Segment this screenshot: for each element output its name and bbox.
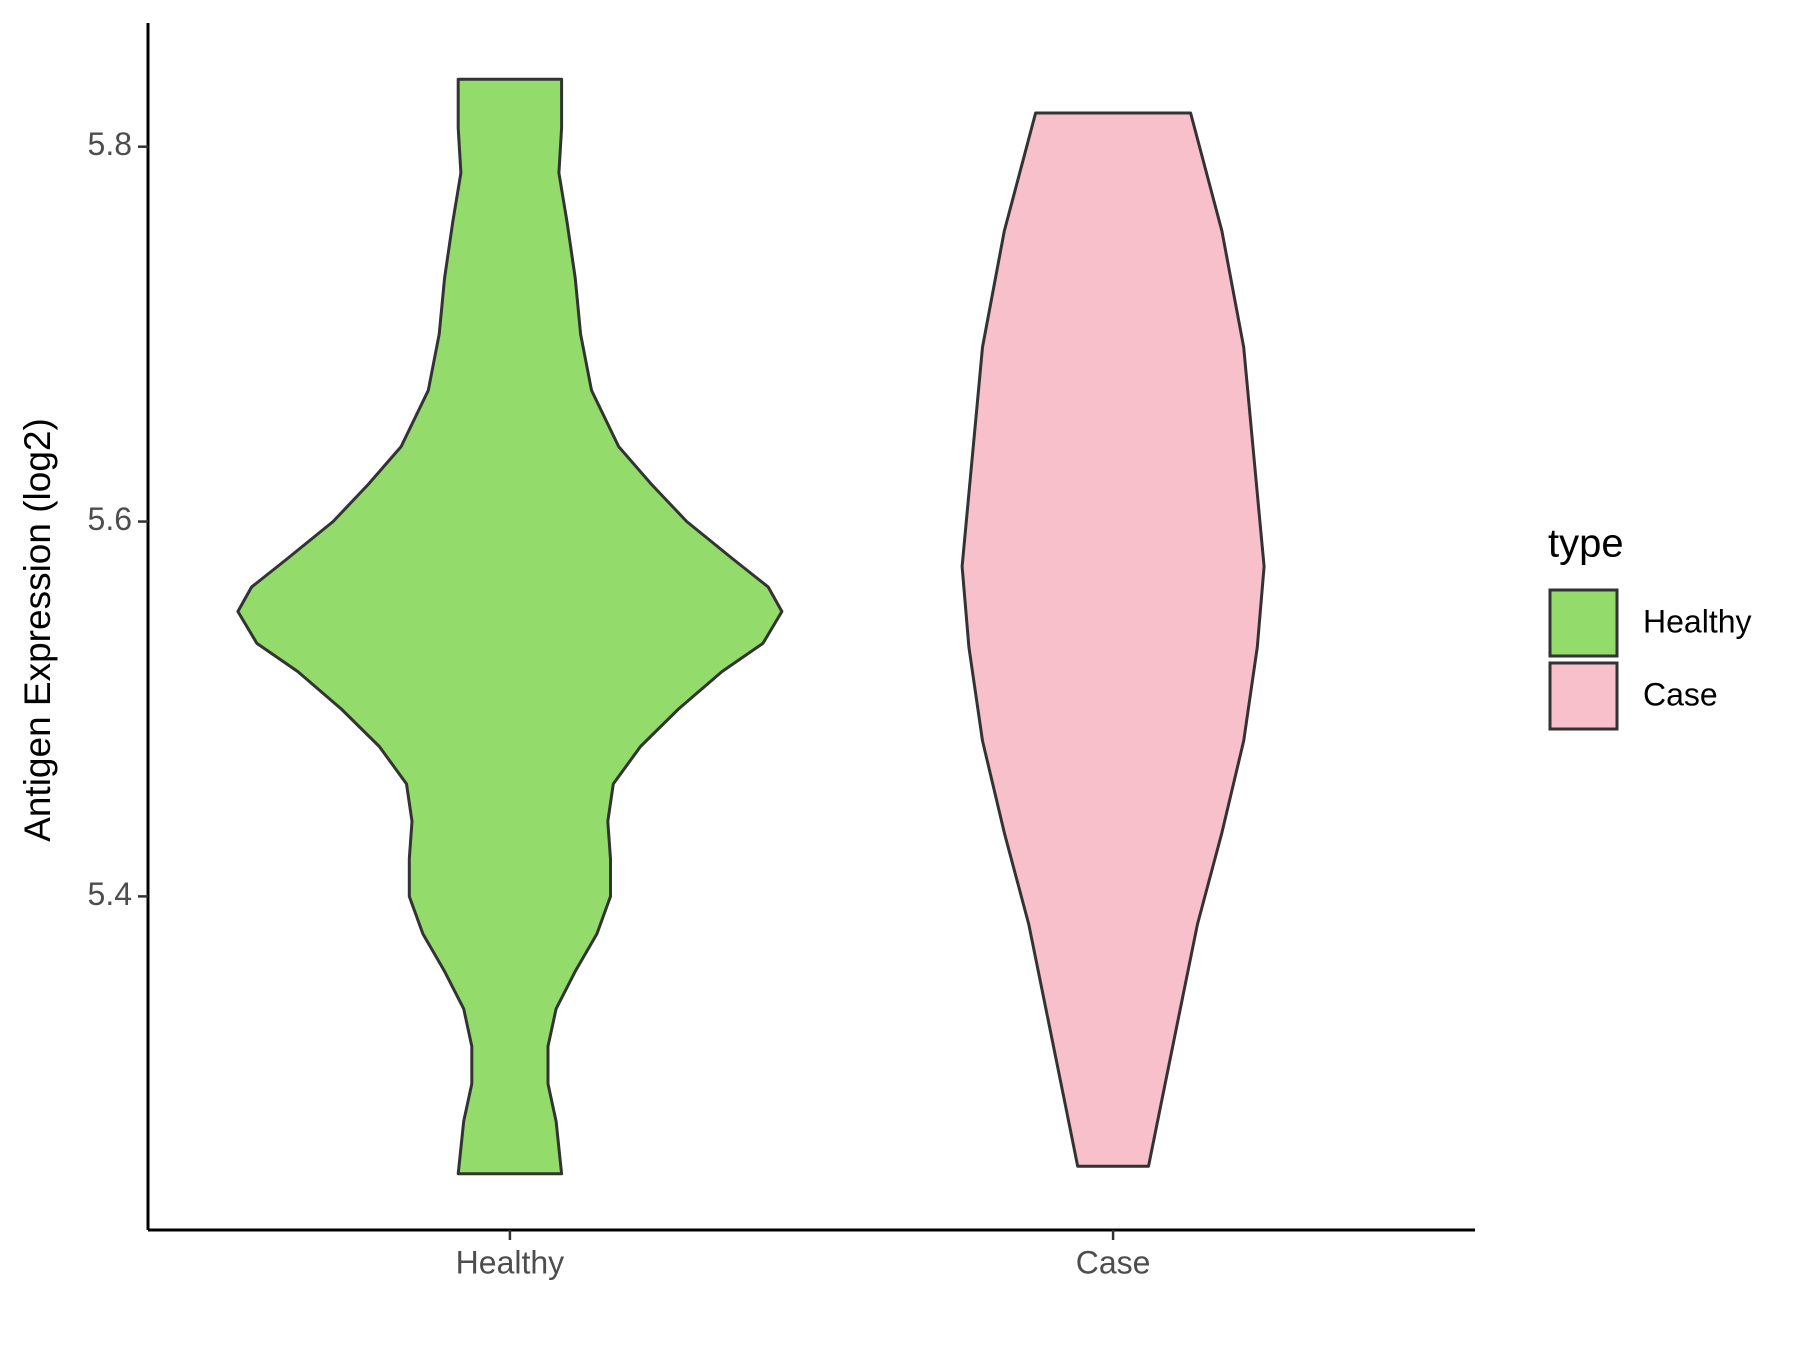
legend-key: [1548, 661, 1619, 731]
legend-label: Healthy: [1643, 603, 1752, 639]
legend-key: [1548, 588, 1619, 658]
x-tick-label: Case: [1076, 1244, 1151, 1280]
y-tick-label: 5.6: [88, 501, 132, 537]
x-tick-label: Healthy: [456, 1244, 565, 1280]
violin: [960, 111, 1266, 1168]
y-tick-label: 5.4: [88, 876, 132, 912]
legend-label: Case: [1643, 676, 1718, 712]
y-tick-label: 5.8: [88, 126, 132, 162]
y-axis-title: Antigen Expression (log2): [17, 418, 58, 842]
legend-title: type: [1548, 522, 1624, 566]
violin: [236, 77, 784, 1176]
